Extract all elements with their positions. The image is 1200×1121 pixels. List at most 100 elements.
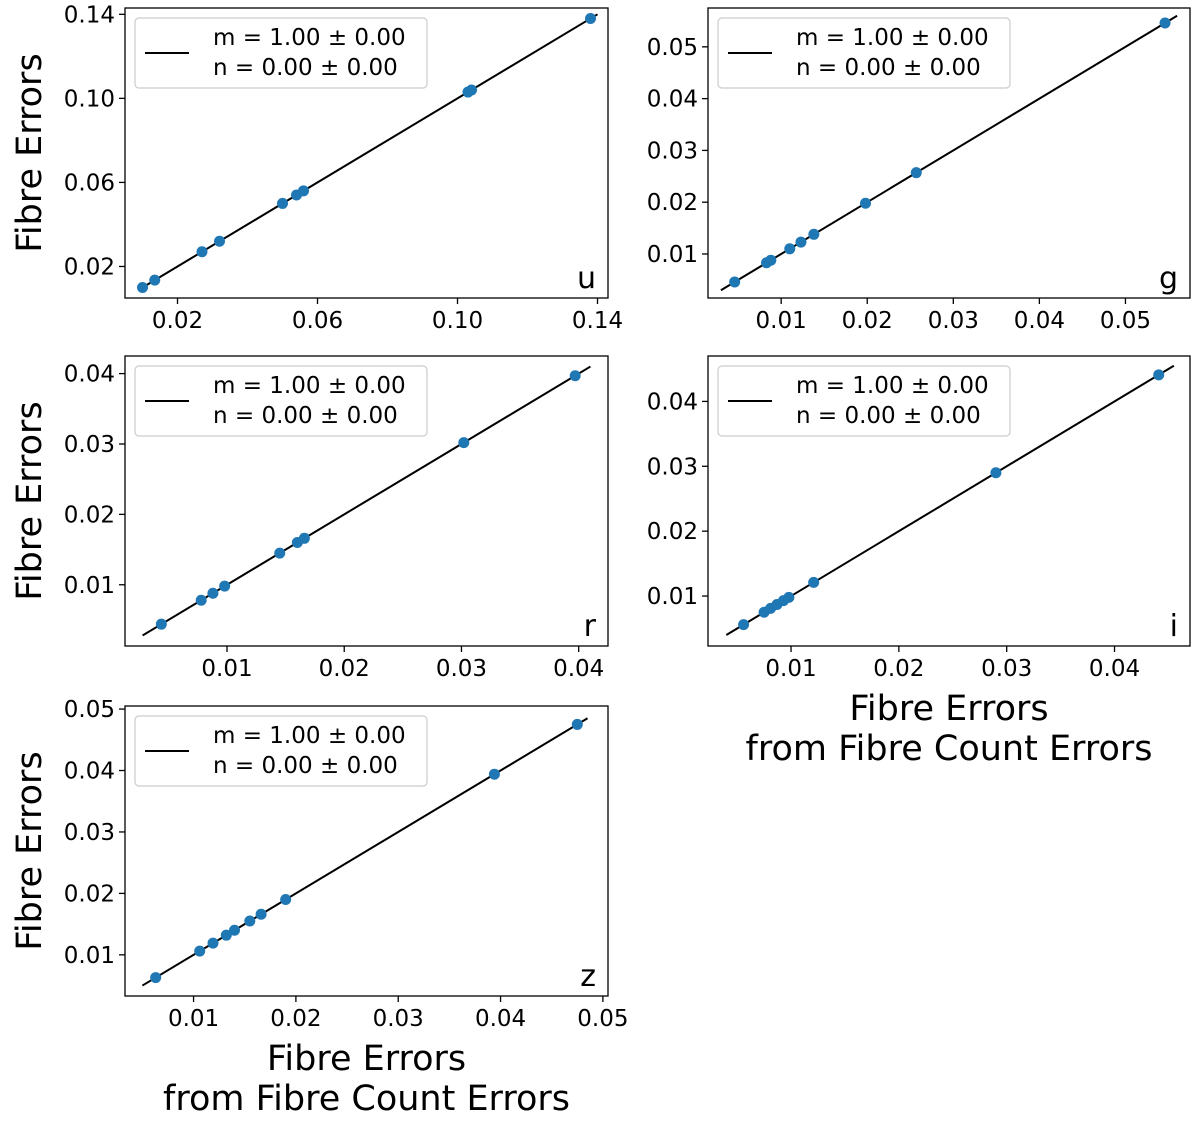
legend-frame	[134, 365, 428, 437]
y-tick-label: 0.03	[647, 138, 698, 164]
y-tick-label: 0.04	[64, 759, 115, 785]
band-label: r	[584, 609, 597, 644]
panel-z: 0.01 0.02 0.03 0.04 0.05 0.01 0.02 0.03 0.04 0.05…	[10, 697, 628, 1119]
x-tick-label: 0.02	[319, 656, 370, 682]
x-tick-label: 0.04	[475, 1006, 526, 1032]
band-label: z	[580, 959, 596, 994]
y-tick-label: 0.05	[64, 697, 115, 723]
legend-label-slope: m = 1.00 ± 0.00	[213, 723, 406, 749]
x-tick-label: 0.10	[432, 308, 483, 334]
data-point	[729, 276, 741, 288]
x-axis-label: Fibre Errors	[267, 1039, 466, 1079]
y-tick-label: 0.02	[647, 519, 698, 545]
data-point	[194, 945, 206, 957]
axes-frame	[124, 705, 609, 997]
x-axis-label: Fibre Errors	[849, 689, 1048, 729]
data-point	[219, 580, 231, 592]
data-point	[808, 576, 820, 588]
panel-u: 0.02 0.06 0.10 0.14 0.02 0.06 0.10 0.14 Fibre Er…	[10, 2, 623, 334]
data-point	[571, 718, 583, 730]
data-point	[149, 274, 161, 286]
axes-frame	[707, 355, 1191, 647]
legend-label-slope: m = 1.00 ± 0.00	[213, 373, 406, 399]
y-tick-label: 0.02	[64, 881, 115, 907]
data-point	[228, 924, 240, 936]
data-point	[298, 185, 309, 197]
y-tick-label: 0.02	[64, 254, 115, 280]
fit-line	[725, 364, 1175, 636]
y-tick-label: 0.02	[647, 190, 698, 216]
legend: m = 1.00 ± 0.00 n = 0.00 ± 0.00	[134, 715, 428, 787]
legend-frame	[134, 715, 428, 787]
y-tick-label: 0.01	[647, 584, 698, 610]
x-tick-label: 0.02	[152, 308, 203, 334]
x-tick-label: 0.04	[553, 656, 604, 682]
band-label: u	[577, 261, 596, 296]
band-label: g	[1159, 261, 1178, 296]
data-point	[255, 908, 267, 920]
data-point	[277, 197, 288, 209]
y-tick-label: 0.02	[64, 502, 115, 528]
data-point	[860, 197, 872, 209]
data-point	[765, 254, 777, 266]
panel-r: 0.01 0.02 0.03 0.04 0.01 0.02 0.03 0.04 Fibre Er…	[10, 355, 609, 682]
legend-label-intercept: n = 0.00 ± 0.00	[796, 55, 981, 81]
data-point	[990, 467, 1002, 479]
legend-label-slope: m = 1.00 ± 0.00	[796, 373, 989, 399]
x-tick-label: 0.03	[373, 1006, 424, 1032]
x-tick-label: 0.01	[168, 1006, 219, 1032]
data-point	[274, 547, 286, 559]
legend: m = 1.00 ± 0.00 n = 0.00 ± 0.00	[134, 17, 428, 89]
data-point	[569, 370, 581, 382]
legend: m = 1.00 ± 0.00 n = 0.00 ± 0.00	[717, 17, 1011, 89]
axes-frame	[124, 355, 609, 647]
x-tick-label: 0.01	[765, 656, 816, 682]
legend-frame	[717, 365, 1011, 437]
y-axis-label: Fibre Errors	[10, 401, 50, 600]
y-tick-label: 0.04	[647, 389, 698, 415]
legend-label-slope: m = 1.00 ± 0.00	[796, 25, 989, 51]
y-axis-label: Fibre Errors	[10, 751, 50, 950]
x-tick-label: 0.01	[756, 308, 807, 334]
data-point	[1159, 17, 1171, 29]
data-point	[150, 972, 162, 984]
x-tick-label: 0.03	[436, 656, 487, 682]
x-tick-label: 0.06	[292, 308, 343, 334]
data-point	[244, 915, 256, 927]
legend-label-intercept: n = 0.00 ± 0.00	[213, 403, 398, 429]
band-label: i	[1170, 609, 1178, 644]
legend-label-slope: m = 1.00 ± 0.00	[213, 25, 406, 51]
y-tick-label: 0.10	[64, 86, 115, 112]
x-tick-label: 0.14	[572, 308, 623, 334]
y-tick-label: 0.01	[64, 943, 115, 969]
data-point	[466, 84, 477, 96]
x-tick-label: 0.04	[1014, 308, 1065, 334]
legend-label-intercept: n = 0.00 ± 0.00	[213, 55, 398, 81]
y-tick-label: 0.03	[647, 454, 698, 480]
y-tick-label: 0.04	[64, 362, 115, 388]
data-point	[207, 937, 219, 949]
y-tick-label: 0.14	[64, 2, 115, 28]
x-axis-label-line2: from Fibre Count Errors	[163, 1079, 570, 1119]
data-point	[910, 167, 922, 179]
y-tick-label: 0.01	[64, 573, 115, 599]
data-point	[488, 768, 500, 780]
data-point	[1153, 369, 1165, 381]
data-point	[220, 929, 232, 941]
data-point	[280, 894, 292, 906]
panel-g: 0.01 0.02 0.03 0.04 0.05 0.01 0.02 0.03 0.04 0.05…	[647, 7, 1191, 334]
data-point	[298, 532, 310, 544]
x-tick-label: 0.02	[270, 1006, 321, 1032]
y-tick-label: 0.05	[647, 35, 698, 61]
data-point	[458, 437, 470, 449]
x-tick-label: 0.01	[201, 656, 252, 682]
legend: m = 1.00 ± 0.00 n = 0.00 ± 0.00	[134, 365, 428, 437]
data-point	[784, 243, 796, 255]
panel-i: 0.01 0.02 0.03 0.04 0.01 0.02 0.03 0.04 Fibre Er…	[647, 355, 1191, 769]
x-tick-label: 0.04	[1089, 656, 1140, 682]
y-tick-label: 0.04	[647, 87, 698, 113]
legend-label-intercept: n = 0.00 ± 0.00	[796, 403, 981, 429]
y-tick-label: 0.03	[64, 820, 115, 846]
data-point	[738, 619, 750, 631]
